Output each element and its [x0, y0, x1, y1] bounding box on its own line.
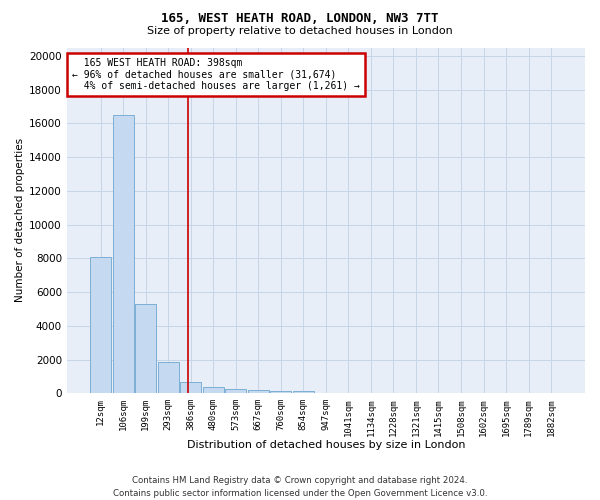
Bar [203, 388, 224, 394]
Text: 165 WEST HEATH ROAD: 398sqm
← 96% of detached houses are smaller (31,674)
  4% o: 165 WEST HEATH ROAD: 398sqm ← 96% of det… [72, 58, 360, 91]
Text: Size of property relative to detached houses in London: Size of property relative to detached ho… [147, 26, 453, 36]
Y-axis label: Number of detached properties: Number of detached properties [15, 138, 25, 302]
Bar [248, 390, 269, 394]
Bar [271, 391, 291, 394]
Bar [158, 362, 179, 394]
Bar [181, 382, 201, 394]
Text: Contains HM Land Registry data © Crown copyright and database right 2024.
Contai: Contains HM Land Registry data © Crown c… [113, 476, 487, 498]
Bar [136, 304, 156, 394]
Bar [226, 389, 246, 394]
Text: 165, WEST HEATH ROAD, LONDON, NW3 7TT: 165, WEST HEATH ROAD, LONDON, NW3 7TT [161, 12, 439, 26]
Bar [91, 256, 111, 394]
Bar [293, 392, 314, 394]
Bar [113, 115, 134, 394]
X-axis label: Distribution of detached houses by size in London: Distribution of detached houses by size … [187, 440, 465, 450]
